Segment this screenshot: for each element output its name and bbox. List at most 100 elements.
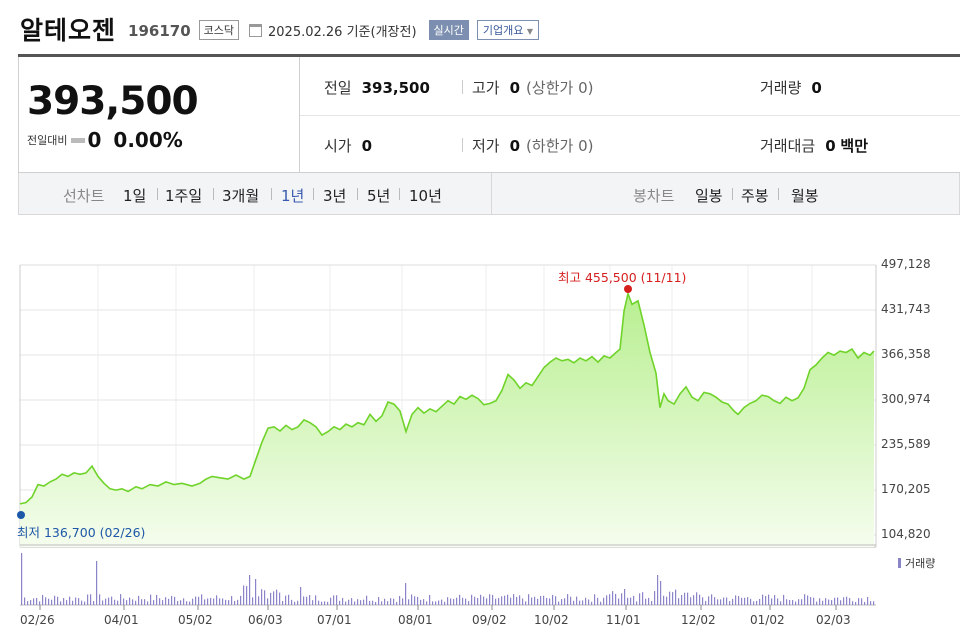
low-marker [17, 511, 25, 519]
x-tick-label: 10/02 [534, 613, 569, 627]
volume-bar [351, 598, 353, 605]
volume-bar [171, 595, 173, 605]
volume-bar [435, 601, 437, 605]
volume-bar [600, 601, 602, 605]
volume-bar [336, 595, 338, 605]
corp-overview-dropdown[interactable]: 기업개요 ▼ [476, 20, 540, 40]
volume-bar [870, 601, 872, 605]
volume-bar [465, 598, 467, 605]
volume-bar [495, 598, 497, 605]
price-box: 393,500 전일대비 0 0.00% [18, 57, 300, 173]
volume-bar [480, 594, 482, 605]
x-tick-label: 05/02 [178, 613, 213, 627]
volume-bar [687, 592, 689, 605]
realtime-button[interactable]: 실시간 [428, 20, 469, 40]
tab-monthly[interactable]: 월봉 [791, 187, 819, 205]
volume-bar [852, 601, 854, 605]
volume-bar [420, 599, 422, 605]
tab-1y[interactable]: 1년 [281, 187, 305, 205]
volume-bar [510, 597, 512, 605]
tab-10y[interactable]: 10년 [409, 187, 442, 205]
volume-bar [765, 595, 767, 605]
trade-amount: 거래대금 0 백만 [760, 136, 869, 156]
volume-bar [678, 598, 680, 605]
volume-bar [750, 598, 752, 605]
volume-bar [747, 597, 749, 605]
volume-bar [384, 598, 386, 605]
volume-bar [42, 594, 44, 605]
volume-bar [756, 600, 758, 605]
volume-bar [786, 599, 788, 605]
volume-bar [159, 598, 161, 605]
volume-bar [297, 600, 299, 605]
volume-bar [654, 591, 656, 605]
volume-bar [534, 596, 536, 605]
volume-bar [525, 601, 527, 605]
volume-bar [810, 597, 812, 605]
tab-daily[interactable]: 일봉 [695, 187, 723, 205]
volume-bar [276, 589, 278, 605]
volume-bar [468, 601, 470, 605]
volume-bar [270, 592, 272, 605]
volume-bar [429, 594, 431, 605]
tab-1w[interactable]: 1주일 [165, 187, 203, 205]
price-summary: 전일 393,500 고가 0 (상한가 0) 거래량 0 시가 0 저가 0 (하한가 0)… [300, 57, 960, 173]
volume-bar [471, 594, 473, 605]
volume-bar [792, 600, 794, 605]
volume-bar [873, 601, 875, 605]
volume-bar [555, 596, 557, 605]
volume-bar [408, 599, 410, 605]
change-label: 전일대비 [27, 134, 68, 147]
volume-bar [681, 595, 683, 605]
x-tick-label: 04/01 [104, 613, 139, 627]
volume-bar [249, 575, 251, 605]
volume-bar [759, 598, 761, 605]
volume-bar [279, 592, 281, 605]
x-tick-label: 02/26 [20, 613, 55, 627]
high-marker [624, 285, 632, 293]
volume-bar [564, 598, 566, 605]
tab-3m[interactable]: 3개월 [222, 187, 260, 205]
tab-5y[interactable]: 5년 [367, 187, 391, 205]
volume-bar [438, 600, 440, 605]
volume-bar [669, 591, 671, 605]
volume-bar [369, 600, 371, 605]
high-price: 고가 0 (상한가 0) [472, 78, 594, 98]
volume-bar [141, 599, 143, 605]
tab-weekly[interactable]: 주봉 [741, 187, 769, 205]
volume-bar [132, 599, 134, 605]
volume-bar [240, 595, 242, 605]
volume-bar [807, 595, 809, 605]
volume-bar [60, 601, 62, 605]
volume-bar [186, 601, 188, 605]
volume-bar [192, 598, 194, 605]
volume-bar [726, 597, 728, 605]
y-tick-label: 104,820 [881, 527, 931, 541]
volume-bar [258, 596, 260, 605]
volume-bar [45, 597, 47, 605]
volume-bar [582, 600, 584, 605]
volume-bar [282, 600, 284, 605]
volume-bar [846, 596, 848, 605]
volume-bar [432, 601, 434, 605]
volume-bar [636, 601, 638, 605]
volume-bar [447, 597, 449, 605]
tab-1d[interactable]: 1일 [123, 187, 147, 205]
volume-bar [753, 601, 755, 605]
volume-bar [264, 590, 266, 605]
price-line [19, 290, 875, 505]
volume-bar [444, 601, 446, 605]
volume-bar [483, 596, 485, 605]
volume-bar [207, 598, 209, 605]
volume-bar [39, 601, 41, 605]
volume-bar [612, 591, 614, 605]
volume-bar [333, 595, 335, 605]
volume-bar [291, 599, 293, 605]
volume-bar [84, 601, 86, 605]
y-tick-label: 366,358 [881, 347, 931, 361]
volume-bar [717, 599, 719, 605]
volume-bar [798, 599, 800, 605]
tab-3y[interactable]: 3년 [323, 187, 347, 205]
volume-bar [603, 597, 605, 605]
x-tick-label: 02/03 [816, 613, 851, 627]
